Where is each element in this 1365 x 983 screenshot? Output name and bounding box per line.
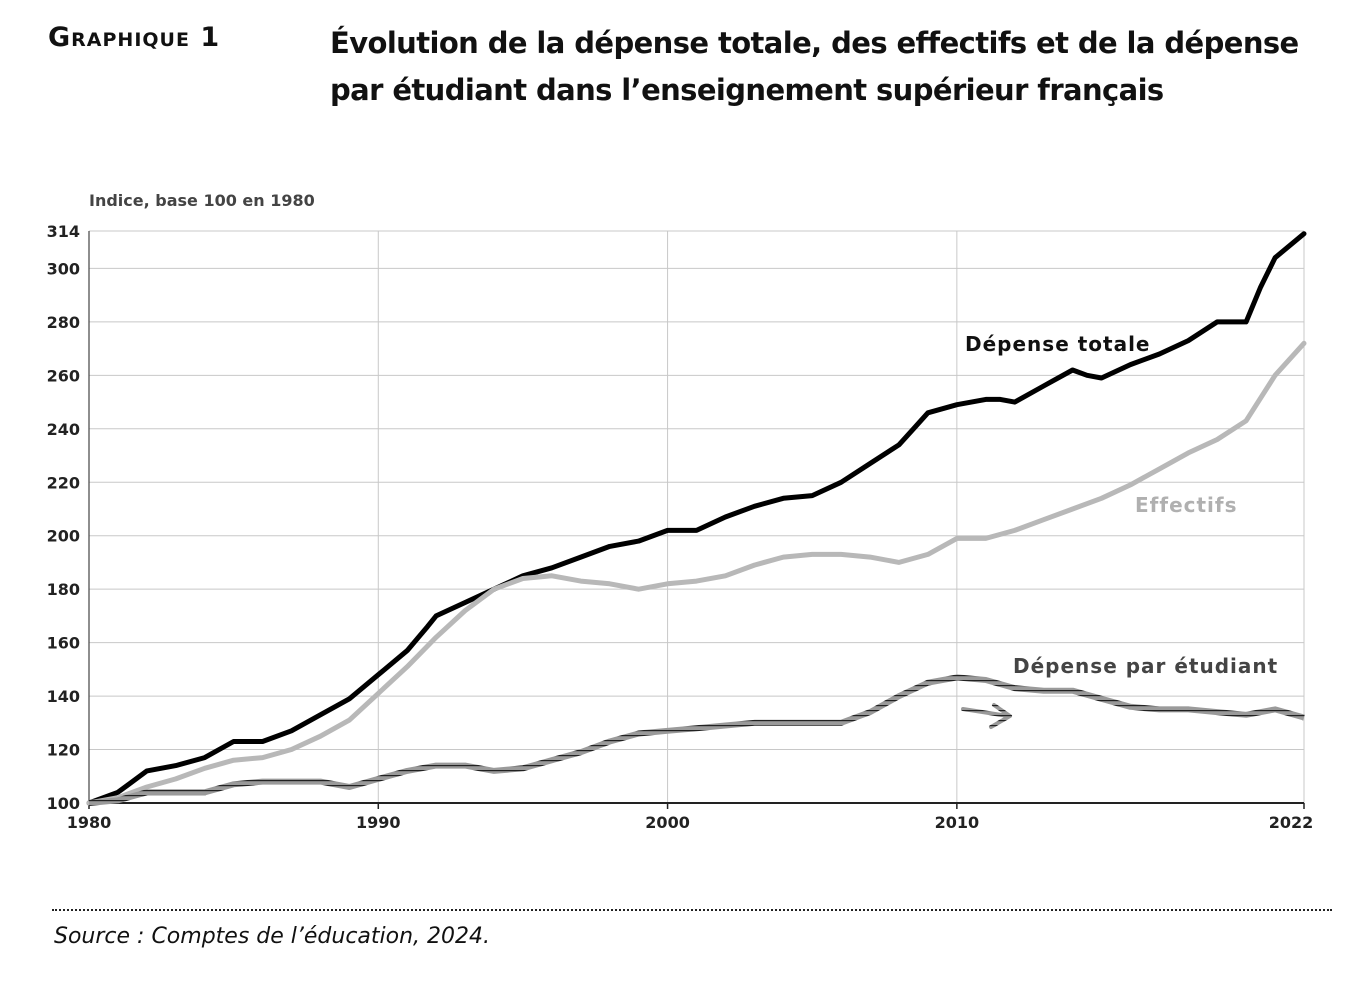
series-line-effectifs xyxy=(86,340,1307,806)
x-tick-label: 1990 xyxy=(356,813,401,832)
chart-title: Évolution de la dépense totale, des effe… xyxy=(330,20,1330,114)
x-tick-label: 2022 xyxy=(1269,813,1314,832)
x-tick-label: 2010 xyxy=(935,813,980,832)
y-tick-label: 140 xyxy=(47,687,80,706)
grid-layer xyxy=(88,230,1305,804)
x-tick-label: 1980 xyxy=(67,813,112,832)
chart-title-line-1: Évolution de la dépense totale, des effe… xyxy=(330,26,1299,60)
y-tick-label: 200 xyxy=(47,527,80,546)
graph-number-label: Graphique 1 xyxy=(48,22,221,53)
y-tick-label: 240 xyxy=(47,420,80,439)
y-tick-label: 260 xyxy=(47,366,80,385)
source-divider xyxy=(52,909,1332,911)
x-tick-label: 2000 xyxy=(645,813,690,832)
arrow-icon xyxy=(961,703,1012,729)
series-line-depense-totale xyxy=(86,231,1307,806)
y-tick-label: 180 xyxy=(47,580,80,599)
y-tick-label: 280 xyxy=(47,313,80,332)
series-layer xyxy=(86,231,1307,806)
y-tick-label: 314 xyxy=(47,222,80,241)
y-axis-title: Indice, base 100 en 1980 xyxy=(89,191,315,210)
y-tick-label: 120 xyxy=(47,741,80,760)
series-label-effectifs: Effectifs xyxy=(1135,493,1238,517)
y-tick-label: 220 xyxy=(47,473,80,492)
y-tick-label: 300 xyxy=(47,259,80,278)
source-note: Source : Comptes de l’éducation, 2024. xyxy=(54,924,491,949)
y-tick-label: 160 xyxy=(47,634,80,653)
axis-layer: 100 120 140 160 180 200 220 240 260 280 300 314 1980… xyxy=(47,191,1314,832)
series-line-depense-par-etudiant xyxy=(88,674,1305,806)
line-chart: 100 120 140 160 180 200 220 240 260 280 300 314 1980… xyxy=(47,191,1314,832)
series-label-depense-totale: Dépense totale xyxy=(965,332,1151,356)
y-tick-label: 100 xyxy=(47,794,80,813)
series-label-layer: Dépense totale Effectifs Dépense par étudi… xyxy=(961,332,1278,729)
series-label-depense-par-etudiant: Dépense par étudiant xyxy=(1013,654,1278,678)
chart-title-line-2: par étudiant dans l’enseignement supérie… xyxy=(330,73,1164,107)
